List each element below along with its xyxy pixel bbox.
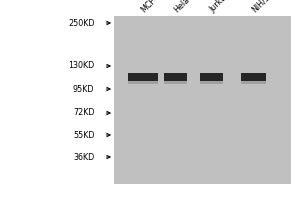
Bar	[114, 16, 291, 184]
Text: 55KD: 55KD	[73, 131, 94, 140]
Text: 95KD: 95KD	[73, 85, 94, 94]
Text: 36KD: 36KD	[73, 153, 94, 162]
Bar	[164, 73, 187, 81]
Bar	[128, 73, 158, 81]
Bar	[200, 73, 223, 81]
Bar	[164, 81, 187, 84]
Text: NIH/3T3: NIH/3T3	[250, 0, 279, 14]
Text: 250KD: 250KD	[68, 19, 94, 27]
Text: MCF-7: MCF-7	[139, 0, 163, 14]
Bar	[241, 81, 266, 84]
Bar	[230, 70, 234, 84]
Bar	[159, 70, 163, 84]
Text: 72KD: 72KD	[73, 108, 94, 117]
Bar	[241, 73, 266, 81]
Text: Hela: Hela	[172, 0, 191, 14]
Bar	[191, 70, 196, 84]
Bar	[128, 81, 158, 84]
Text: Jurkat: Jurkat	[208, 0, 231, 14]
Text: 130KD: 130KD	[68, 62, 94, 71]
Bar	[200, 81, 223, 84]
